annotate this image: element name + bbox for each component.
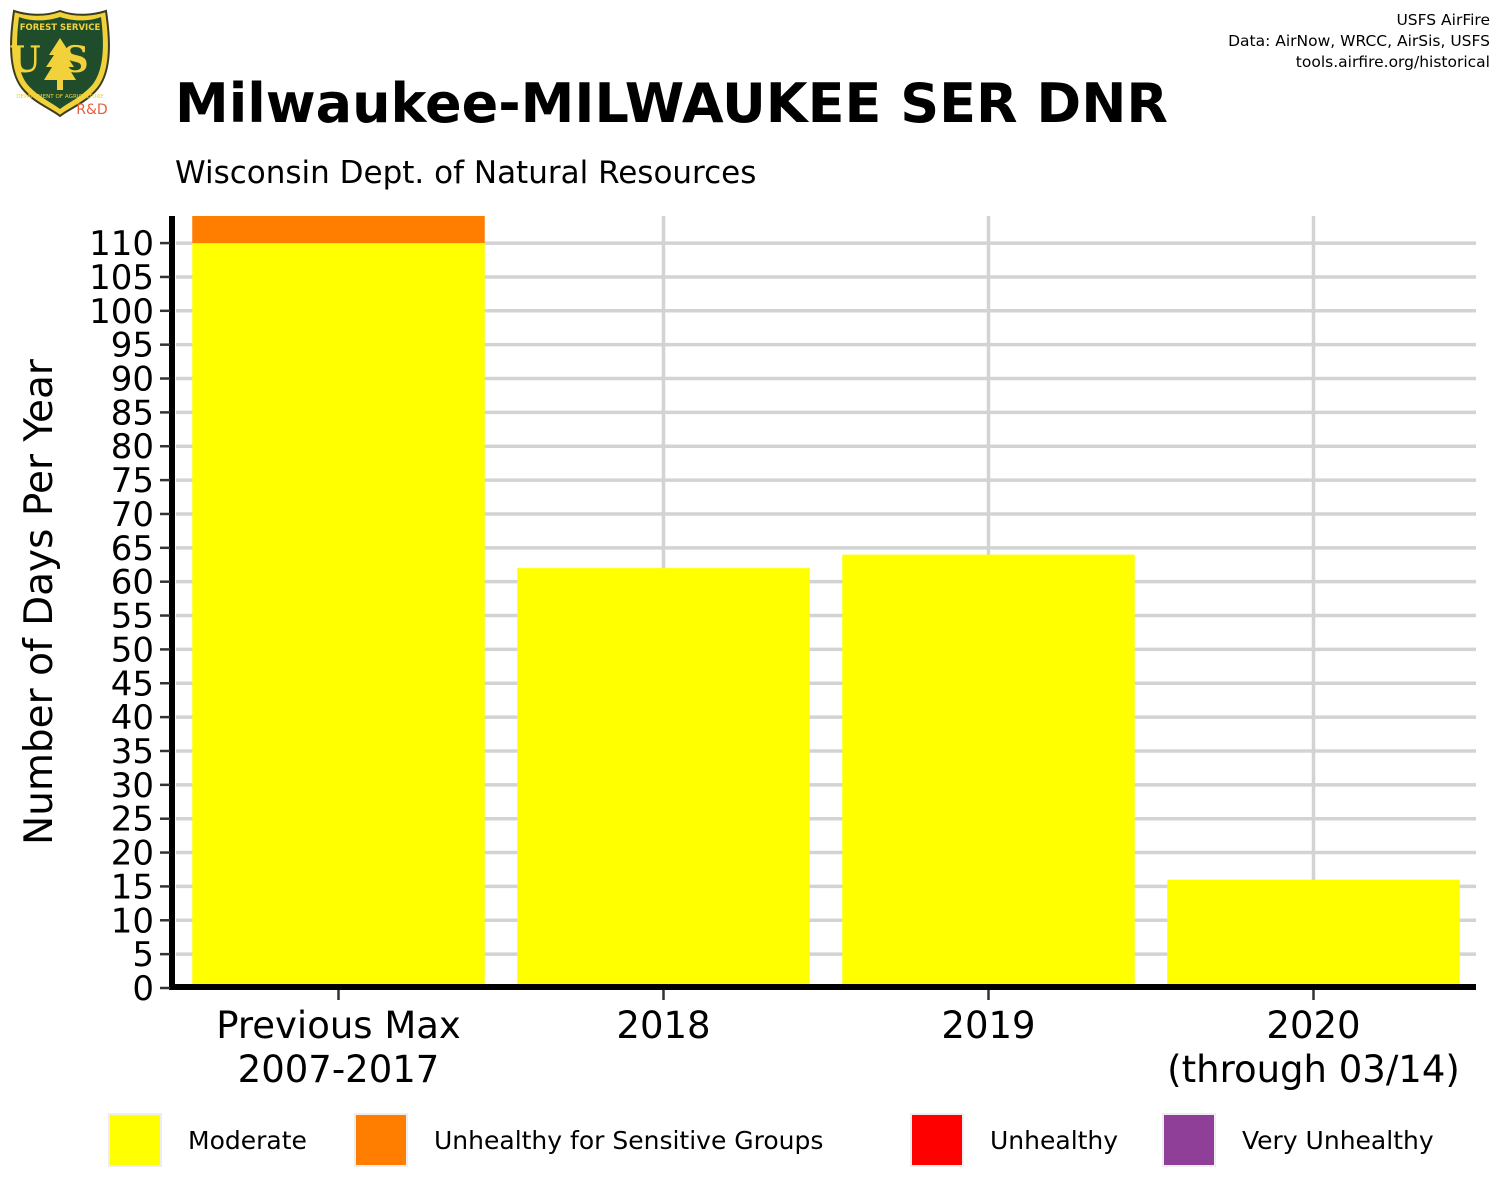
logo-top-text: FOREST SERVICE xyxy=(20,23,101,33)
legend-swatch xyxy=(1162,1113,1216,1167)
bar-moderate xyxy=(517,568,810,988)
x-tick-label: 2007-2017 xyxy=(238,1048,440,1091)
bar-moderate xyxy=(842,554,1135,988)
y-tick-label: 70 xyxy=(111,495,154,535)
legend-swatch xyxy=(108,1113,162,1167)
y-tick-label: 80 xyxy=(111,427,154,467)
chart-subtitle: Wisconsin Dept. of Natural Resources xyxy=(175,155,757,191)
legend-label: Unhealthy for Sensitive Groups xyxy=(434,1125,824,1155)
y-tick-label: 85 xyxy=(111,393,154,433)
legend-item: Moderate xyxy=(108,1108,307,1172)
y-tick-label: 30 xyxy=(111,766,154,806)
y-tick-label: 20 xyxy=(111,834,154,874)
y-tick-label: 10 xyxy=(111,901,154,941)
x-tick-label: Previous Max xyxy=(216,1004,461,1047)
legend-item: Unhealthy for Sensitive Groups xyxy=(354,1108,823,1172)
y-tick-label: 65 xyxy=(111,529,154,569)
x-tick-label: (through 03/14) xyxy=(1167,1048,1460,1091)
bar-chart: 0510152025303540455055606570758085909510… xyxy=(17,216,1476,1091)
bars xyxy=(192,216,1460,989)
x-tick-label: 2018 xyxy=(616,1004,710,1047)
x-tick-label: 2019 xyxy=(941,1004,1035,1047)
y-tick-label: 100 xyxy=(89,292,154,332)
y-tick-label: 75 xyxy=(111,461,154,501)
y-tick-label: 45 xyxy=(111,664,154,704)
usfs-shield-logo: FOREST SERVICE US DEPARTMENT OF AGRICULT… xyxy=(9,9,110,118)
credit-line-3: tools.airfire.org/historical xyxy=(1295,53,1490,71)
chart-title: Milwaukee-MILWAUKEE SER DNR xyxy=(175,72,1168,135)
bar-unhealthy-for-sensitive-groups xyxy=(192,216,485,244)
y-tick-label: 35 xyxy=(111,732,154,772)
y-tick-label: 0 xyxy=(132,969,154,1009)
legend-item: Very Unhealthy xyxy=(1162,1108,1434,1172)
bar-moderate xyxy=(1167,879,1460,988)
legend-label: Unhealthy xyxy=(990,1125,1119,1155)
y-axis-label: Number of Days Per Year xyxy=(17,358,62,845)
credit-line-1: USFS AirFire xyxy=(1396,11,1490,29)
logo-rd-label: R&D xyxy=(76,102,107,118)
y-tick-label: 55 xyxy=(111,597,154,637)
y-tick-label: 50 xyxy=(111,630,154,670)
credit-line-2: Data: AirNow, WRCC, AirSis, USFS xyxy=(1228,32,1490,50)
y-tick-label: 95 xyxy=(111,326,154,366)
bar-moderate xyxy=(192,243,485,989)
axes xyxy=(169,216,1476,990)
legend-swatch xyxy=(354,1113,408,1167)
legend-label: Moderate xyxy=(188,1125,307,1155)
logo-bottom-text: DEPARTMENT OF AGRICULTURE xyxy=(16,94,104,100)
y-tick-label: 110 xyxy=(89,224,154,264)
x-tick-label: 2020 xyxy=(1266,1004,1360,1047)
legend-item: Unhealthy xyxy=(910,1108,1118,1172)
legend-label: Very Unhealthy xyxy=(1242,1125,1434,1155)
y-tick-label: 15 xyxy=(111,867,154,907)
y-tick-label: 105 xyxy=(89,258,154,298)
y-tick-label: 60 xyxy=(111,563,154,603)
data-credits: USFS AirFire Data: AirNow, WRCC, AirSis,… xyxy=(1228,10,1490,73)
y-tick-label: 5 xyxy=(132,935,154,975)
legend-swatch xyxy=(910,1113,964,1167)
legend: Moderate Unhealthy for Sensitive Groups Un… xyxy=(0,1108,1500,1172)
y-tick-labels: 0510152025303540455055606570758085909510… xyxy=(89,224,170,1009)
y-tick-label: 40 xyxy=(111,698,154,738)
y-tick-label: 25 xyxy=(111,800,154,840)
pine-tree-icon xyxy=(44,38,76,90)
y-tick-label: 90 xyxy=(111,360,154,400)
